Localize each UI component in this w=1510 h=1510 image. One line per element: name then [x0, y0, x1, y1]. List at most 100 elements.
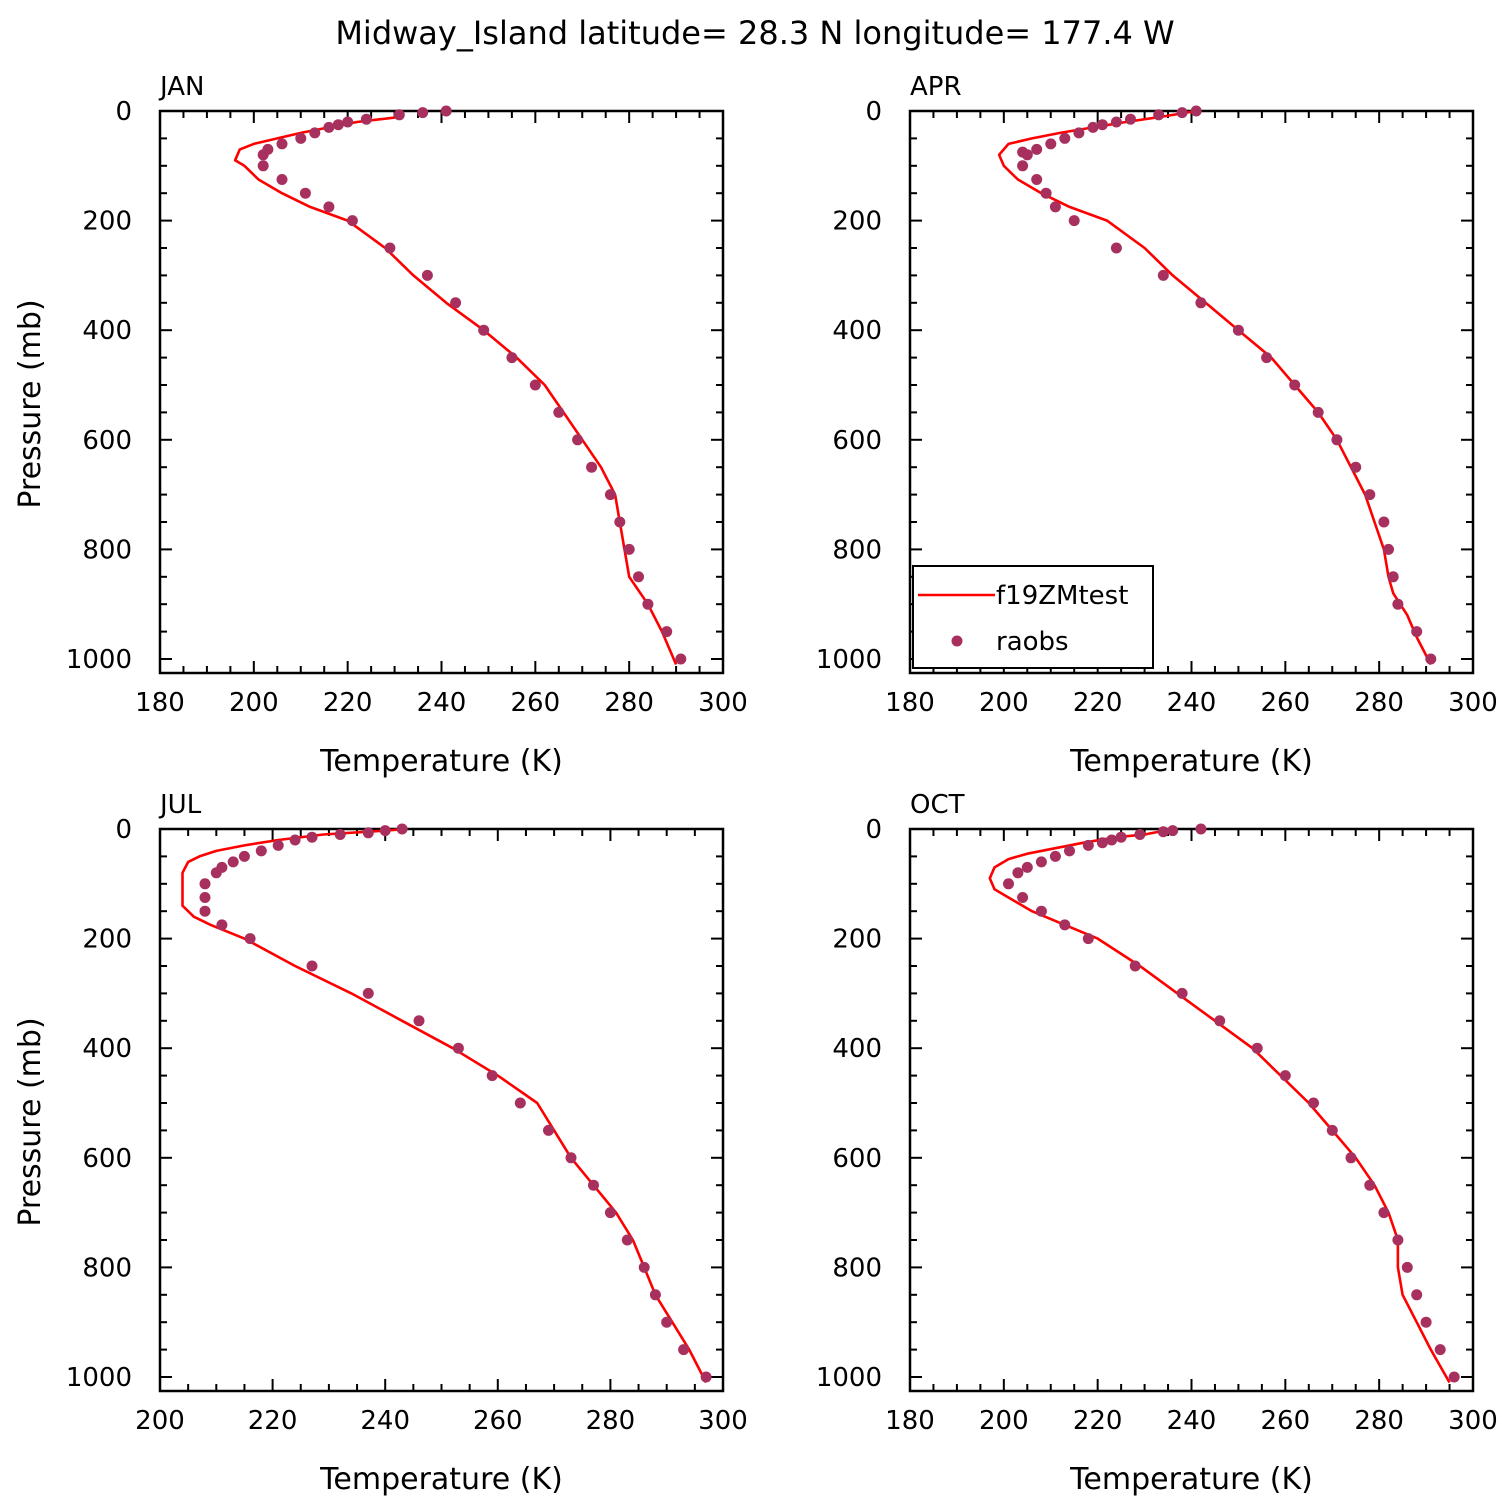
x-tick-label-oct: 220 — [1073, 1406, 1123, 1436]
obs-point-apr — [1073, 127, 1085, 139]
obs-point-oct — [1251, 1042, 1263, 1054]
obs-point-jul — [362, 827, 374, 839]
panel-jan: 180 200 220 240 260 280 300 0 200 400 600 800 1000 JA… — [13, 72, 748, 779]
obs-point-jul — [543, 1124, 554, 1136]
panel-label-jan: JAN — [158, 72, 204, 102]
obs-point-oct — [1345, 1152, 1357, 1164]
obs-point-jan — [440, 105, 452, 117]
obs-point-jan — [299, 187, 311, 199]
x-tick-label-apr: 220 — [1073, 688, 1123, 718]
obs-point-apr — [1289, 379, 1301, 391]
obs-point-oct — [1326, 1124, 1338, 1136]
y-tick-label-apr: 1000 — [816, 645, 882, 675]
x-tick-label-jan: 260 — [511, 688, 561, 718]
obs-point-apr — [1190, 105, 1202, 117]
obs-point-oct — [1167, 825, 1179, 837]
obs-point-jul — [334, 829, 346, 840]
obs-point-apr — [1350, 461, 1362, 473]
obs-point-oct — [1411, 1289, 1423, 1301]
x-tick-label-oct: 180 — [885, 1406, 935, 1436]
obs-point-jul — [306, 960, 318, 972]
x-tick-label-jan: 220 — [323, 688, 373, 718]
obs-point-jul — [289, 834, 301, 846]
obs-point-jan — [506, 352, 518, 364]
obs-point-jan — [529, 379, 541, 391]
y-tick-label-jan: 800 — [82, 535, 132, 565]
y-tick-label-apr: 200 — [832, 207, 882, 237]
y-tick-label-oct: 0 — [865, 815, 882, 845]
y-tick-label-oct: 400 — [832, 1034, 882, 1064]
obs-point-apr — [1364, 489, 1376, 501]
obs-point-apr — [1176, 107, 1188, 119]
obs-point-oct — [1049, 850, 1061, 862]
obs-point-jan — [276, 174, 288, 185]
x-tick-label-apr: 260 — [1261, 688, 1311, 718]
y-tick-label-oct: 1000 — [816, 1363, 882, 1393]
obs-point-jan — [553, 406, 565, 418]
obs-point-jul — [565, 1152, 577, 1164]
x-tick-label-oct: 260 — [1261, 1406, 1311, 1436]
obs-point-oct — [1012, 867, 1024, 879]
obs-point-jul — [238, 850, 250, 862]
x-tick-label-apr: 240 — [1167, 688, 1217, 718]
x-tick-label-jan: 280 — [604, 688, 654, 718]
obs-point-apr — [1153, 109, 1165, 121]
obs-point-jan — [360, 113, 372, 125]
obs-point-apr — [1068, 215, 1080, 227]
model-line-jan — [233, 115, 678, 666]
obs-point-jan — [623, 543, 635, 555]
obs-point-jul — [396, 823, 408, 835]
x-tick-label-apr: 300 — [1448, 688, 1498, 718]
obs-point-jan — [257, 149, 269, 161]
obs-point-apr — [1049, 201, 1061, 213]
obs-point-apr — [1031, 143, 1043, 155]
x-tick-label-apr: 200 — [979, 688, 1029, 718]
obs-point-jan — [276, 138, 288, 150]
y-tick-label-jul: 1000 — [66, 1363, 132, 1393]
obs-point-jan — [642, 598, 654, 610]
y-tick-label-jan: 600 — [82, 426, 132, 456]
legend-obs-label: raobs — [996, 627, 1069, 657]
obs-point-jul — [227, 856, 239, 868]
obs-point-jan — [323, 201, 335, 213]
x-tick-label-jan: 240 — [417, 688, 467, 718]
obs-point-jul — [199, 892, 211, 903]
obs-point-apr — [1378, 516, 1390, 528]
y-tick-label-jan: 0 — [115, 97, 132, 127]
x-tick-label-jul: 240 — [360, 1406, 410, 1436]
obs-point-apr — [1059, 132, 1071, 144]
obs-point-apr — [1312, 406, 1324, 418]
y-tick-label-jan: 400 — [82, 316, 132, 346]
obs-point-jul — [272, 839, 284, 851]
obs-point-jul — [199, 878, 211, 890]
obs-point-apr — [1331, 434, 1343, 446]
obs-point-oct — [1392, 1234, 1404, 1246]
x-tick-label-jul: 220 — [248, 1406, 298, 1436]
x-tick-label-jul: 300 — [698, 1406, 748, 1436]
obs-point-jul — [362, 987, 374, 999]
obs-point-oct — [1308, 1097, 1319, 1109]
y-tick-label-apr: 400 — [832, 316, 882, 346]
x-axis-title-oct: Temperature (K) — [1069, 1462, 1313, 1497]
obs-point-jan — [478, 324, 490, 336]
x-tick-label-oct: 300 — [1448, 1406, 1498, 1436]
obs-point-oct — [1082, 839, 1094, 851]
panels: 180 200 220 240 260 280 300 0 200 400 600 800 1000 JA… — [13, 72, 1498, 1497]
obs-point-oct — [1129, 960, 1141, 972]
obs-point-apr — [1031, 174, 1043, 185]
obs-point-apr — [1387, 571, 1399, 583]
legend-obs-swatch — [951, 635, 963, 647]
model-line-apr — [997, 109, 1432, 666]
x-tick-label-oct: 280 — [1354, 1406, 1404, 1436]
obs-point-jan — [633, 571, 644, 583]
y-tick-label-jul: 600 — [82, 1144, 132, 1174]
plot-frame-oct — [908, 827, 1475, 1393]
obs-point-jan — [384, 242, 396, 254]
obs-point-jul — [244, 933, 256, 945]
panel-label-apr: APR — [910, 72, 962, 102]
x-axis-title-apr: Temperature (K) — [1069, 744, 1313, 779]
figure-title: Midway_Island latitude= 28.3 N longitude… — [335, 14, 1174, 52]
panel-label-oct: OCT — [910, 790, 965, 820]
y-tick-label-jul: 400 — [82, 1034, 132, 1064]
